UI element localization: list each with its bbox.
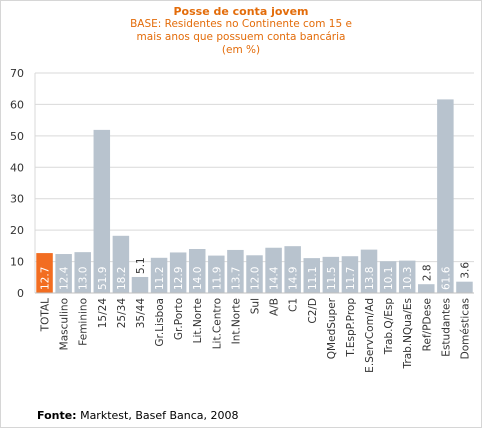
bar-value-label: 51.9 <box>97 267 109 290</box>
bar-value-label: 14.9 <box>288 267 300 290</box>
bar <box>246 255 263 293</box>
bar <box>93 129 111 293</box>
x-tick-label: Sul <box>250 298 262 314</box>
x-tick-label: Gr.Porto <box>173 298 185 340</box>
bar-value-label: 13.8 <box>364 267 376 290</box>
bar <box>74 252 91 293</box>
bar-value-label: 2.8 <box>421 264 433 281</box>
bar-value-label: 10.3 <box>402 267 414 290</box>
subtitle-line: BASE: Residentes no Continente com 15 e <box>130 18 352 30</box>
chart-title: Posse de conta jovem <box>173 5 309 18</box>
bar-value-label: 5.1 <box>135 257 147 274</box>
bar <box>208 255 225 293</box>
x-tick-label: C1 <box>288 298 300 312</box>
source-text: Marktest, Basef Banca, 2008 <box>76 409 239 422</box>
x-tick-label: QMedSuper <box>326 297 338 359</box>
x-tick-label: TOTAL <box>40 298 52 332</box>
x-tick-label: Gr.Lisboa <box>154 298 166 347</box>
bar <box>131 276 149 293</box>
x-tick-label: Domésticas <box>459 298 471 359</box>
bar-value-label: 11.5 <box>326 267 338 290</box>
bar <box>112 235 130 293</box>
bar <box>456 281 473 293</box>
x-tick-label: E.ServCom/Ad <box>364 298 376 373</box>
bar-chart: 0 10 20 30 40 50 60 70 12.7 TOTAL 12.4 Masculino 13.… <box>10 67 474 373</box>
bar-value-label: 14.4 <box>269 266 281 290</box>
bar <box>188 249 206 293</box>
source-label: Fonte: <box>37 409 77 422</box>
x-tick-label: 15/24 <box>97 298 109 329</box>
x-tick-label: Int.Norte <box>230 298 242 344</box>
x-tick-label: Masculino <box>59 298 71 350</box>
bar <box>284 246 301 293</box>
bar-value-label: 13.7 <box>230 267 242 290</box>
bar <box>322 256 340 293</box>
x-tick-label: 25/34 <box>116 298 128 329</box>
bar <box>265 247 282 293</box>
x-tick-label: Estudantes <box>440 298 452 357</box>
y-tick-label: 20 <box>10 224 24 237</box>
bar-value-label: 11.7 <box>345 267 357 290</box>
bar <box>437 99 454 294</box>
bar <box>341 256 359 293</box>
bar <box>360 249 378 293</box>
y-tick-label: 30 <box>10 193 24 206</box>
bar-value-label: 10.1 <box>383 267 395 290</box>
bar-value-label: 61.6 <box>440 266 452 290</box>
bar-value-label: 14.0 <box>192 267 204 290</box>
x-tick-label: Trab.Q/Esp <box>383 298 395 356</box>
bar-value-label: 3.6 <box>459 262 471 279</box>
bar-value-label: 12.4 <box>59 266 71 290</box>
bar-value-label: 13.0 <box>78 267 90 290</box>
x-tick-label: Lit.Norte <box>192 298 204 343</box>
bar <box>36 253 53 293</box>
bar-value-label: 11.1 <box>307 267 319 290</box>
x-tick-label: T.EspP.Prop <box>345 298 357 358</box>
y-tick-label: 40 <box>10 161 24 174</box>
subtitle-line: mais anos que possuem conta bancária <box>136 31 346 43</box>
subtitle-line: (em %) <box>221 44 261 56</box>
y-tick-label: 0 <box>17 287 24 300</box>
bar-value-label: 11.2 <box>154 267 166 290</box>
bar-value-label: 12.9 <box>173 267 185 290</box>
bar <box>150 257 168 293</box>
chart-subtitle: BASE: Residentes no Continente com 15 e … <box>1 18 481 57</box>
bar-value-label: 12.7 <box>40 267 52 290</box>
source-note: Fonte: Marktest, Basef Banca, 2008 <box>37 409 239 422</box>
x-tick-label: Ref/PDese <box>421 298 433 351</box>
bar-value-label: 18.2 <box>116 267 128 290</box>
x-tick-label: Feminino <box>78 298 90 346</box>
bar-value-label: 11.9 <box>211 267 223 290</box>
bar <box>379 261 397 293</box>
y-tick-label: 50 <box>10 130 24 143</box>
y-tick-label: 10 <box>10 256 24 269</box>
bar-value-label: 12.0 <box>250 267 262 290</box>
x-tick-label: C2/D <box>307 298 319 324</box>
bar <box>227 249 244 293</box>
x-tick-label: Lit.Centro <box>211 298 223 349</box>
bar <box>169 252 187 293</box>
bar <box>398 260 416 293</box>
x-tick-label: 35/44 <box>135 298 147 329</box>
bar <box>303 258 321 293</box>
bar <box>418 284 435 293</box>
x-tick-label: Trab.NQua/Es <box>402 298 414 369</box>
x-tick-label: A/B <box>269 298 281 316</box>
y-tick-label: 70 <box>10 67 24 80</box>
y-tick-label: 60 <box>10 98 24 111</box>
bar <box>55 254 72 293</box>
